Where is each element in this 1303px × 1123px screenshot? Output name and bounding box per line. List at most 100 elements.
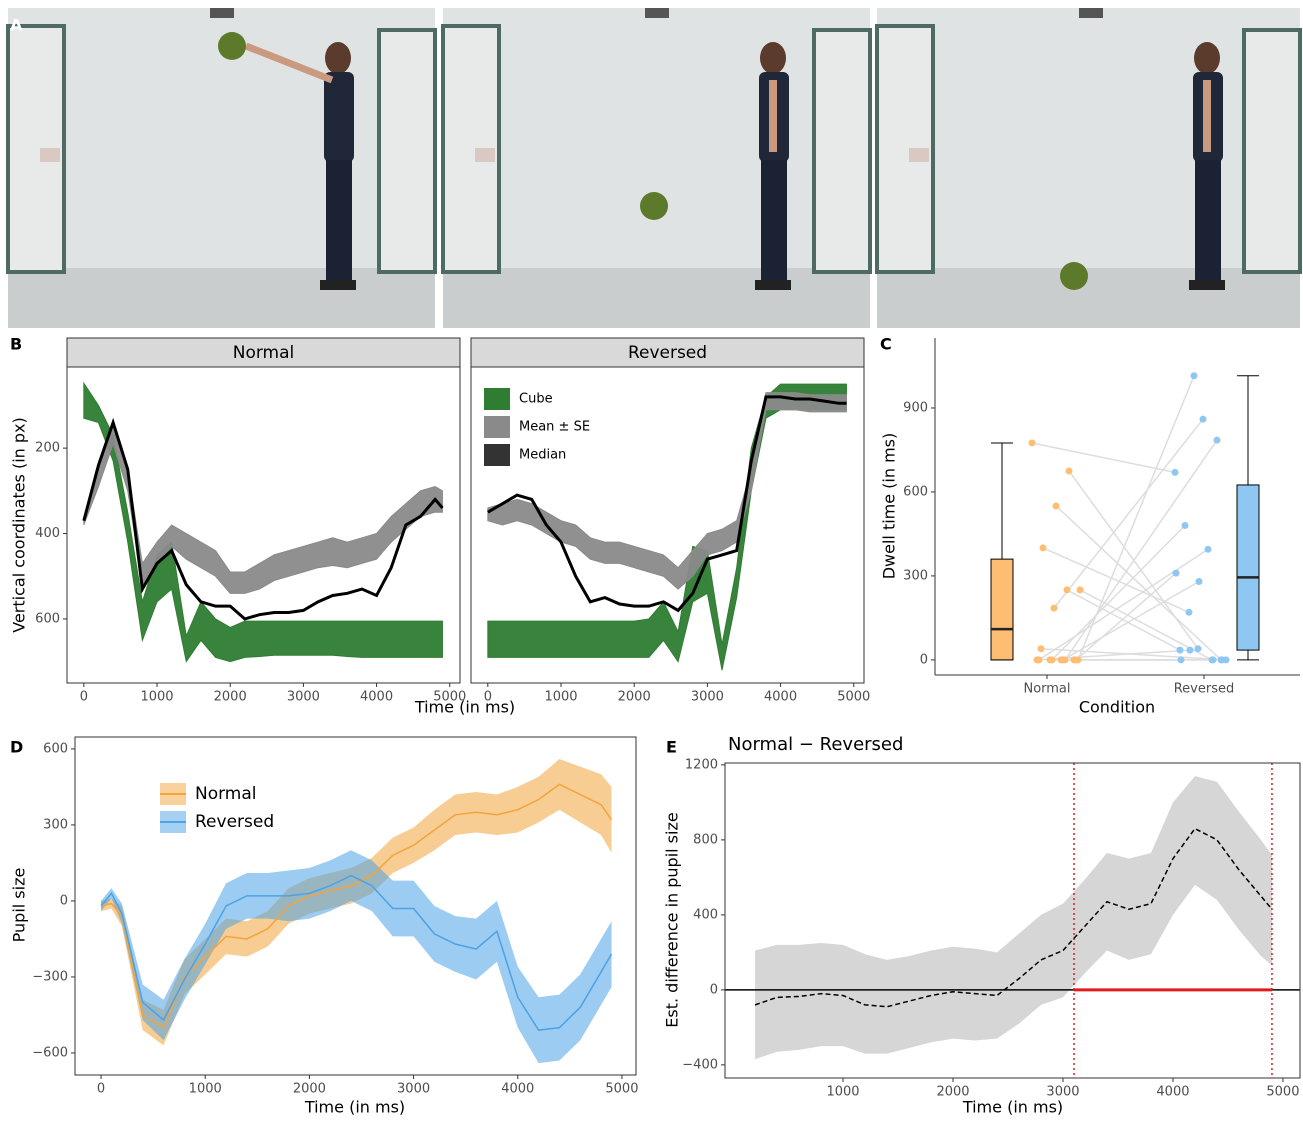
y-tick-label: 1200 — [685, 757, 718, 772]
x-tick-label: 0 — [97, 1082, 105, 1097]
point — [1057, 656, 1065, 664]
pair-line — [1031, 442, 1176, 474]
point — [1037, 645, 1045, 653]
point — [1050, 604, 1058, 612]
point — [1046, 656, 1054, 664]
x-tick-label: 5000 — [433, 690, 466, 705]
legs — [761, 160, 787, 282]
head — [325, 42, 351, 74]
x-tick-label: 5000 — [1266, 1085, 1299, 1100]
y-tick-label: 900 — [903, 400, 928, 415]
shoes — [1189, 280, 1225, 290]
ribbon — [101, 759, 612, 1046]
line — [487, 395, 847, 613]
point — [1177, 656, 1185, 664]
x-axis-label: Time (in ms) — [962, 1098, 1063, 1117]
x-tick-label: 2000 — [293, 1082, 326, 1097]
point — [1204, 545, 1212, 553]
y-tick-label: 600 — [35, 611, 60, 626]
y-tick-label: 600 — [903, 484, 928, 499]
vent — [1079, 8, 1103, 18]
vent — [210, 8, 234, 18]
panel-label: C — [880, 335, 892, 354]
shoes — [320, 280, 356, 290]
y-axis-label: Pupil size — [10, 868, 29, 943]
x-tick-label: 4000 — [764, 690, 797, 705]
legend-swatch — [484, 388, 510, 410]
legend-label: Mean ± SE — [519, 420, 590, 435]
plot-border — [66, 366, 461, 684]
handle — [909, 148, 929, 162]
legend-swatch — [484, 416, 510, 438]
legend-label: Cube — [519, 392, 553, 407]
x-tick-label: 4000 — [1156, 1085, 1189, 1100]
x-tick-label: 3000 — [287, 690, 320, 705]
facet-title: Normal — [233, 343, 295, 363]
point — [1076, 586, 1084, 594]
handle — [475, 148, 495, 162]
point — [1171, 468, 1179, 476]
panel-label: B — [10, 335, 22, 354]
point — [1199, 415, 1207, 423]
floor — [443, 268, 870, 328]
y-tick-label: 0 — [710, 982, 718, 997]
x-axis-label: Time (in ms) — [304, 1098, 405, 1117]
y-tick-label: 200 — [35, 441, 60, 456]
point — [1185, 608, 1193, 616]
door — [1242, 28, 1302, 274]
y-tick-label: −300 — [32, 969, 68, 984]
y-tick-label: 800 — [693, 832, 718, 847]
point — [1194, 645, 1202, 653]
shoes — [755, 280, 791, 290]
x-tick-label: 3000 — [397, 1082, 430, 1097]
y-tick-label: 0 — [920, 652, 928, 667]
x-axis-label: Time (in ms) — [414, 698, 515, 717]
facet-title: Reversed — [628, 343, 707, 363]
line — [100, 874, 613, 1031]
point — [1172, 569, 1180, 577]
plot-border — [74, 736, 637, 1076]
y-tick-label: 300 — [903, 568, 928, 583]
y-tick-label: 0 — [60, 893, 68, 908]
x-tick-label: 1000 — [826, 1085, 859, 1100]
point — [1176, 646, 1184, 654]
door — [812, 28, 872, 274]
line — [82, 417, 444, 621]
head — [1194, 42, 1220, 74]
ribbon — [101, 850, 612, 1064]
point — [1209, 656, 1217, 664]
y-tick-label: 400 — [693, 907, 718, 922]
legs — [1195, 160, 1221, 282]
torso — [324, 72, 354, 162]
x-tick-label: 2000 — [214, 690, 247, 705]
y-tick-label: 300 — [43, 817, 68, 832]
y-tick-label: 400 — [35, 526, 60, 541]
arm — [769, 80, 777, 152]
x-tick-label: 0 — [484, 690, 492, 705]
door — [377, 28, 437, 274]
plot-border — [724, 762, 1301, 1079]
arm — [244, 42, 334, 84]
point — [1190, 372, 1198, 380]
legend-label: Normal — [195, 784, 257, 804]
pair-line — [1075, 572, 1177, 661]
legend-swatch — [484, 444, 510, 466]
pair-line — [1053, 418, 1204, 609]
cube — [1060, 262, 1088, 290]
box — [1236, 484, 1260, 651]
photo — [441, 8, 872, 328]
photo — [6, 8, 437, 328]
x-tick-label: 3000 — [691, 690, 724, 705]
point — [1181, 522, 1189, 530]
x-tick-label: 2000 — [618, 690, 651, 705]
y-axis-label: Vertical coordinates (in px) — [10, 417, 29, 633]
floor — [8, 268, 435, 328]
x-tick-label: 2000 — [936, 1085, 969, 1100]
line — [754, 827, 1273, 1008]
point — [1039, 544, 1047, 552]
plot-border — [470, 366, 865, 684]
pair-line — [1038, 548, 1209, 661]
panel-label: E — [666, 738, 677, 757]
x-tick-label: 1000 — [544, 690, 577, 705]
